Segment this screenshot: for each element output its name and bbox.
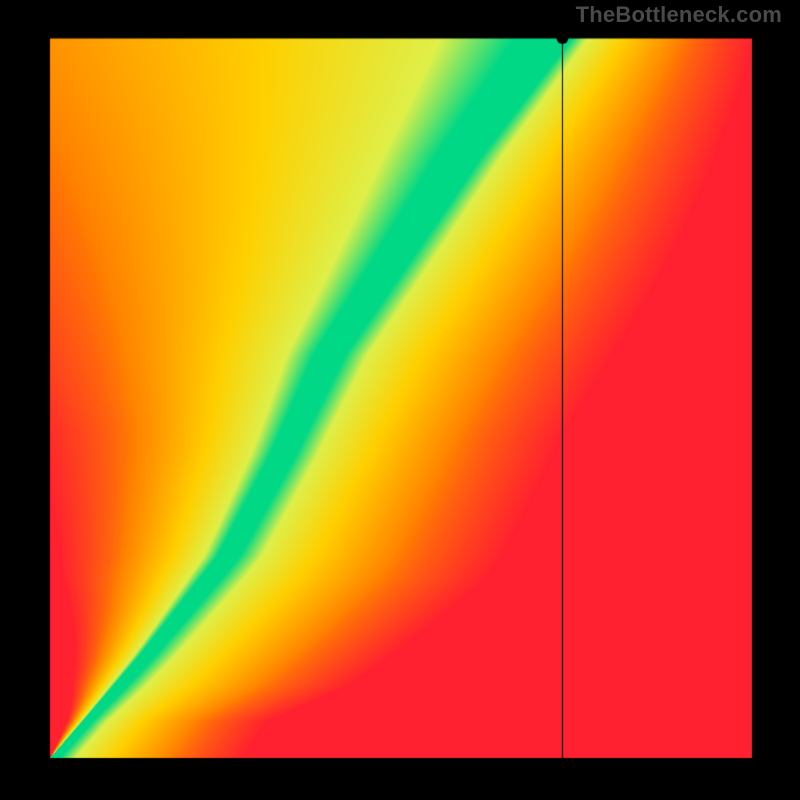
attribution-text: TheBottleneck.com: [576, 2, 782, 28]
bottleneck-heatmap: [0, 0, 800, 800]
chart-container: TheBottleneck.com: [0, 0, 800, 800]
